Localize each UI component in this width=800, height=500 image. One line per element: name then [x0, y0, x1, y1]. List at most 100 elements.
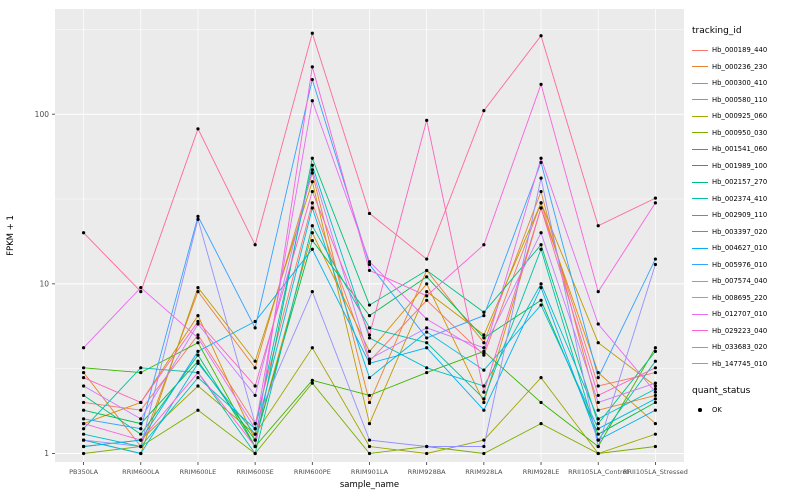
data-point	[196, 214, 200, 218]
data-point	[367, 313, 372, 318]
data-point	[482, 384, 486, 388]
legend-item-Hb_000300_410: Hb_000300_410	[692, 75, 800, 92]
data-point	[596, 224, 600, 228]
data-point	[310, 346, 314, 350]
data-point	[482, 368, 486, 372]
legend-items: Hb_000189_440 Hb_000236_230 Hb_000300_410 H…	[692, 42, 800, 372]
data-point	[482, 310, 486, 314]
y-axis-title: FPKM + 1	[6, 215, 16, 256]
legend-item-Hb_001989_100: Hb_001989_100	[692, 158, 800, 175]
data-point	[653, 257, 658, 261]
legend-key-line-icon	[692, 326, 708, 336]
data-point	[653, 196, 658, 200]
legend-item-label: Hb_000925_060	[712, 112, 768, 121]
legend-key-line-icon	[692, 276, 708, 286]
legend-key-line-icon	[692, 128, 708, 138]
data-point	[139, 422, 143, 426]
data-point	[253, 444, 257, 449]
data-point	[425, 294, 429, 298]
data-point	[196, 333, 200, 337]
data-point	[139, 366, 143, 370]
legend-item-label: Hb_002374_410	[712, 194, 768, 203]
data-point	[253, 366, 257, 370]
data-point	[425, 326, 429, 330]
legend-key-line-icon	[692, 342, 708, 352]
data-point	[196, 290, 200, 294]
legend-key-line-icon	[692, 144, 708, 154]
data-point	[653, 384, 658, 388]
legend-item-label: Hb_003397_020	[712, 227, 768, 236]
data-point	[196, 286, 200, 290]
legend-panel: tracking_id Hb_000189_440 Hb_000236_230 Hb…	[692, 26, 800, 419]
data-point	[139, 444, 143, 449]
data-point	[310, 238, 314, 243]
data-point	[81, 444, 86, 449]
data-point	[425, 298, 429, 302]
data-point	[367, 262, 372, 267]
legend-key-line-icon	[692, 177, 708, 187]
data-point	[539, 156, 543, 160]
data-point	[139, 290, 143, 294]
legend-item-Hb_012707_010: Hb_012707_010	[692, 306, 800, 323]
data-point	[310, 378, 314, 382]
data-point	[367, 336, 372, 340]
legend-item-label: Hb_002909_110	[712, 211, 768, 220]
data-point	[425, 317, 429, 321]
data-point	[139, 408, 143, 412]
data-point	[653, 349, 658, 353]
data-point	[81, 370, 86, 375]
data-point	[653, 387, 658, 391]
data-point	[653, 346, 658, 350]
data-point	[139, 370, 143, 375]
data-point	[367, 451, 372, 456]
legend-key-line-icon	[692, 95, 708, 105]
data-point	[196, 370, 200, 375]
data-point	[367, 400, 372, 405]
data-point	[81, 384, 86, 388]
data-point	[425, 366, 429, 370]
data-point	[596, 451, 600, 456]
legend-item-label: Hb_147745_010	[712, 359, 768, 368]
data-point	[310, 189, 314, 194]
data-point	[367, 260, 372, 264]
data-point	[253, 422, 257, 426]
legend-item-Hb_000950_030: Hb_000950_030	[692, 125, 800, 142]
data-point	[596, 422, 600, 426]
legend-key-line-icon	[692, 309, 708, 319]
data-point	[425, 336, 429, 340]
legend-item-label: Hb_029223_040	[712, 326, 768, 335]
data-point	[596, 376, 600, 380]
data-point	[139, 417, 143, 421]
legend-item-label: Hb_001541_060	[712, 145, 768, 154]
data-point	[253, 393, 257, 398]
legend-quant-status: quant_status OK	[692, 386, 800, 419]
data-point	[196, 408, 200, 412]
data-point	[81, 400, 86, 405]
legend-key-line-icon	[692, 210, 708, 220]
data-point	[653, 359, 658, 363]
x-tick-label: PB350LA	[69, 468, 99, 476]
data-point	[482, 108, 486, 113]
data-point	[482, 313, 486, 318]
data-point	[196, 313, 200, 318]
data-point	[139, 432, 143, 436]
data-point	[539, 422, 543, 426]
data-point	[653, 381, 658, 385]
data-point	[196, 353, 200, 357]
data-point	[310, 247, 314, 251]
data-point	[539, 231, 543, 235]
data-point	[253, 451, 257, 456]
y-tick-label: 10	[39, 279, 49, 288]
plot-area: 1 10 100 PB350LA RRIM600LA RRIM600LE RRIM600SE…	[6, 9, 688, 490]
data-point	[196, 127, 200, 131]
data-point	[425, 370, 429, 375]
x-tick-label: RRIM600LA	[122, 468, 160, 476]
legend-item-Hb_000189_440: Hb_000189_440	[692, 42, 800, 59]
legend-item-label: Hb_033683_020	[712, 343, 768, 352]
data-point	[139, 286, 143, 290]
data-point	[367, 357, 372, 361]
data-point	[196, 217, 200, 221]
legend-item-label: Hb_008695_220	[712, 293, 768, 302]
data-point	[482, 333, 486, 337]
data-point	[81, 438, 86, 442]
